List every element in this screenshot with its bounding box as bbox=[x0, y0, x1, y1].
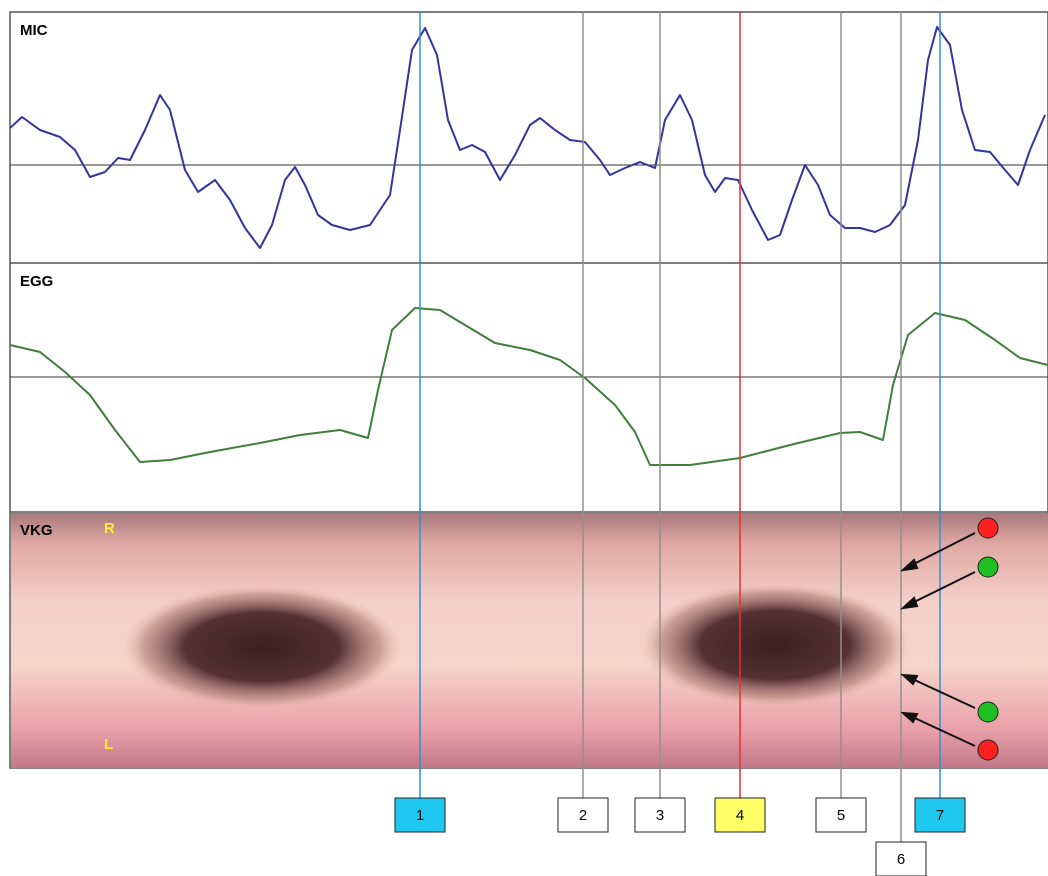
figure: MIC EGG VKG R L 1 2 3 4 5 6 7 bbox=[0, 0, 1048, 876]
marker-label: 1 bbox=[416, 807, 424, 824]
vkg-blob bbox=[640, 583, 910, 707]
marker-label: 4 bbox=[736, 807, 744, 824]
marker-label: 5 bbox=[837, 807, 845, 824]
dot bbox=[978, 557, 998, 577]
panel-label: EGG bbox=[20, 273, 53, 290]
panel-label: MIC bbox=[20, 22, 48, 39]
marker-label: 2 bbox=[579, 807, 587, 824]
marker-label: 6 bbox=[897, 851, 905, 868]
dot bbox=[978, 518, 998, 538]
marker-label: 7 bbox=[936, 807, 944, 824]
marker-label: 3 bbox=[656, 807, 664, 824]
vkg-blob bbox=[122, 585, 402, 709]
dot bbox=[978, 702, 998, 722]
side-label: R bbox=[104, 520, 115, 537]
side-label: L bbox=[104, 736, 113, 753]
panel-label: VKG bbox=[20, 522, 53, 539]
dot bbox=[978, 740, 998, 760]
